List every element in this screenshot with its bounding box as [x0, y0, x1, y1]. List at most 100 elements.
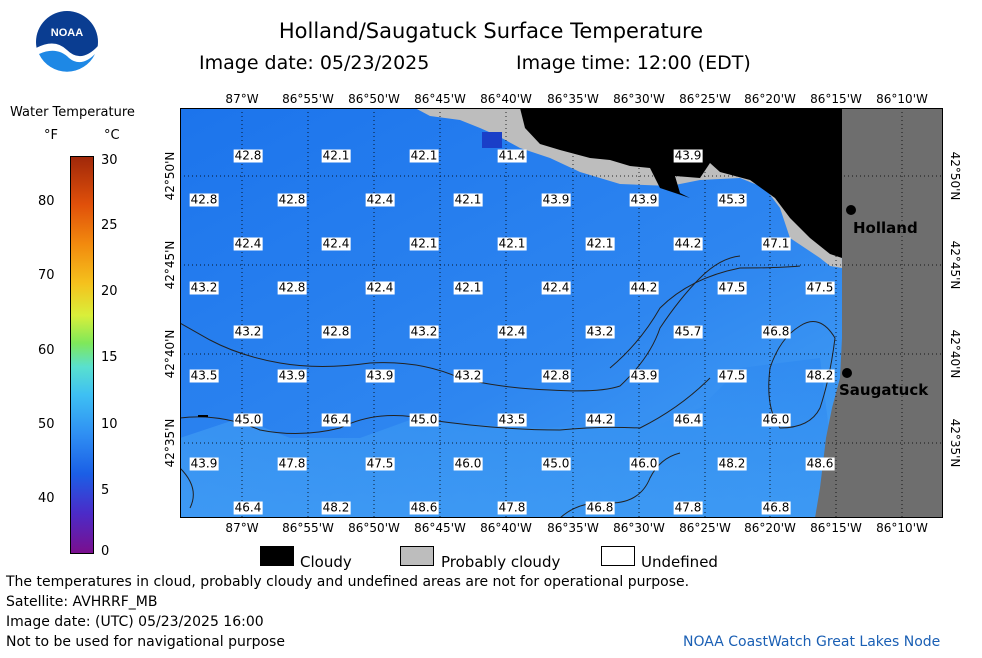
legend-cloudy-label: Cloudy: [300, 553, 352, 571]
temperature-label: 47.8: [497, 500, 527, 515]
colorbar-title: Water Temperature: [10, 105, 135, 120]
longitude-label: 86°45'W: [414, 521, 466, 535]
temperature-label: 43.2: [233, 324, 263, 339]
temperature-label: 42.1: [409, 148, 439, 163]
longitude-label: 87°W: [225, 521, 259, 535]
temperature-label: 43.9: [629, 368, 659, 383]
temperature-label: 42.1: [321, 148, 351, 163]
temperature-label: 42.8: [321, 324, 351, 339]
temperature-label: 42.8: [277, 280, 307, 295]
colorbar-c-tick: 30: [101, 153, 118, 168]
temperature-label: 42.1: [409, 236, 439, 251]
temperature-label: 43.2: [453, 368, 483, 383]
temperature-label: 42.1: [453, 192, 483, 207]
longitude-label: 86°25'W: [679, 521, 731, 535]
temperature-label: 42.4: [541, 280, 571, 295]
temperature-label: 43.9: [277, 368, 307, 383]
temperature-label: 45.0: [541, 456, 571, 471]
noaa-logo: NOAA: [36, 11, 98, 74]
temperature-label: 42.8: [189, 192, 219, 207]
colorbar-unit-c: °C: [104, 128, 120, 143]
credit: NOAA CoastWatch Great Lakes Node: [683, 634, 941, 650]
temperature-label: 47.8: [277, 456, 307, 471]
temperature-label: 44.2: [673, 236, 703, 251]
colorbar-c-tick: 5: [101, 483, 110, 498]
temperature-label: 45.3: [717, 192, 747, 207]
colorbar: [70, 156, 94, 554]
latitude-label: 42°50'N: [163, 151, 177, 201]
temperature-label: 43.9: [673, 148, 703, 163]
holland-marker: [846, 205, 856, 215]
city-label-saugatuck: Saugatuck: [839, 381, 929, 399]
latitude-label: 42°45'N: [163, 240, 177, 290]
temperature-label: 47.5: [805, 280, 835, 295]
temperature-label: 47.5: [365, 456, 395, 471]
map-canvas: [180, 108, 943, 518]
graticule: [180, 108, 943, 518]
image-date: Image date: 05/23/2025: [199, 52, 430, 74]
colorbar-f-tick: 80: [38, 194, 55, 209]
temperature-label: 46.0: [629, 456, 659, 471]
map-title: Holland/Saugatuck Surface Temperature: [278, 19, 704, 43]
temperature-label: 42.8: [233, 148, 263, 163]
temperature-label: 41.4: [497, 148, 527, 163]
map-frame: [180, 108, 943, 518]
temperature-label: 44.2: [585, 412, 615, 427]
image-time: Image time: 12:00 (EDT): [516, 52, 751, 74]
longitude-label: 86°35'W: [547, 92, 599, 106]
colorbar-c-tick: 0: [101, 544, 110, 559]
colorbar-c-tick: 20: [101, 284, 118, 299]
longitude-label: 86°40'W: [480, 521, 532, 535]
temperature-label: 43.9: [189, 456, 219, 471]
longitude-label: 86°40'W: [480, 92, 532, 106]
longitude-label: 86°15'W: [810, 92, 862, 106]
logo-text: NOAA: [51, 27, 83, 39]
temperature-label: 43.9: [629, 192, 659, 207]
temperature-label: 42.1: [497, 236, 527, 251]
saugatuck-marker: [842, 368, 852, 378]
temperature-label: 48.2: [321, 500, 351, 515]
temperature-label: 42.8: [541, 368, 571, 383]
temperature-label: 46.0: [761, 412, 791, 427]
latitude-label: 42°35'N: [163, 418, 177, 468]
temperature-label: 43.9: [541, 192, 571, 207]
temperature-label: 46.8: [761, 500, 791, 515]
colorbar-f-tick: 70: [38, 268, 55, 283]
temperature-label: 43.2: [585, 324, 615, 339]
longitude-label: 86°20'W: [744, 92, 796, 106]
temperature-label: 43.9: [365, 368, 395, 383]
temperature-label: 42.4: [233, 236, 263, 251]
temperature-label: 48.6: [805, 456, 835, 471]
legend-probably-cloudy-swatch: [400, 546, 434, 566]
colorbar-f-tick: 60: [38, 343, 55, 358]
longitude-label: 86°35'W: [547, 521, 599, 535]
contour-line: [180, 467, 194, 509]
latitude-label: 42°45'N: [948, 240, 962, 290]
longitude-label: 86°50'W: [348, 521, 400, 535]
temperature-label: 46.4: [321, 412, 351, 427]
contour-line: [180, 255, 741, 392]
temperature-label: 46.0: [453, 456, 483, 471]
navigation-warning: Not to be used for navigational purpose: [6, 634, 285, 650]
temperature-label: 48.2: [805, 368, 835, 383]
longitude-label: 86°20'W: [744, 521, 796, 535]
longitude-label: 86°30'W: [613, 92, 665, 106]
temperature-label: 47.5: [717, 368, 747, 383]
legend-undefined-swatch: [601, 546, 635, 566]
latitude-label: 42°35'N: [948, 418, 962, 468]
longitude-label: 86°55'W: [282, 521, 334, 535]
colorbar-c-tick: 10: [101, 417, 118, 432]
legend-undefined-label: Undefined: [641, 553, 718, 571]
temperature-label: 43.5: [189, 368, 219, 383]
longitude-label: 86°55'W: [282, 92, 334, 106]
cold-patch: [482, 132, 502, 148]
latitude-label: 42°40'N: [948, 329, 962, 379]
contour-line: [609, 265, 801, 369]
longitude-label: 86°45'W: [414, 92, 466, 106]
disclaimer: The temperatures in cloud, probably clou…: [6, 574, 690, 590]
temperature-label: 47.8: [673, 500, 703, 515]
legend-probably-cloudy-label: Probably cloudy: [441, 553, 561, 571]
temperature-label: 42.8: [277, 192, 307, 207]
longitude-label: 86°30'W: [613, 521, 665, 535]
colorbar-c-tick: 25: [101, 218, 118, 233]
